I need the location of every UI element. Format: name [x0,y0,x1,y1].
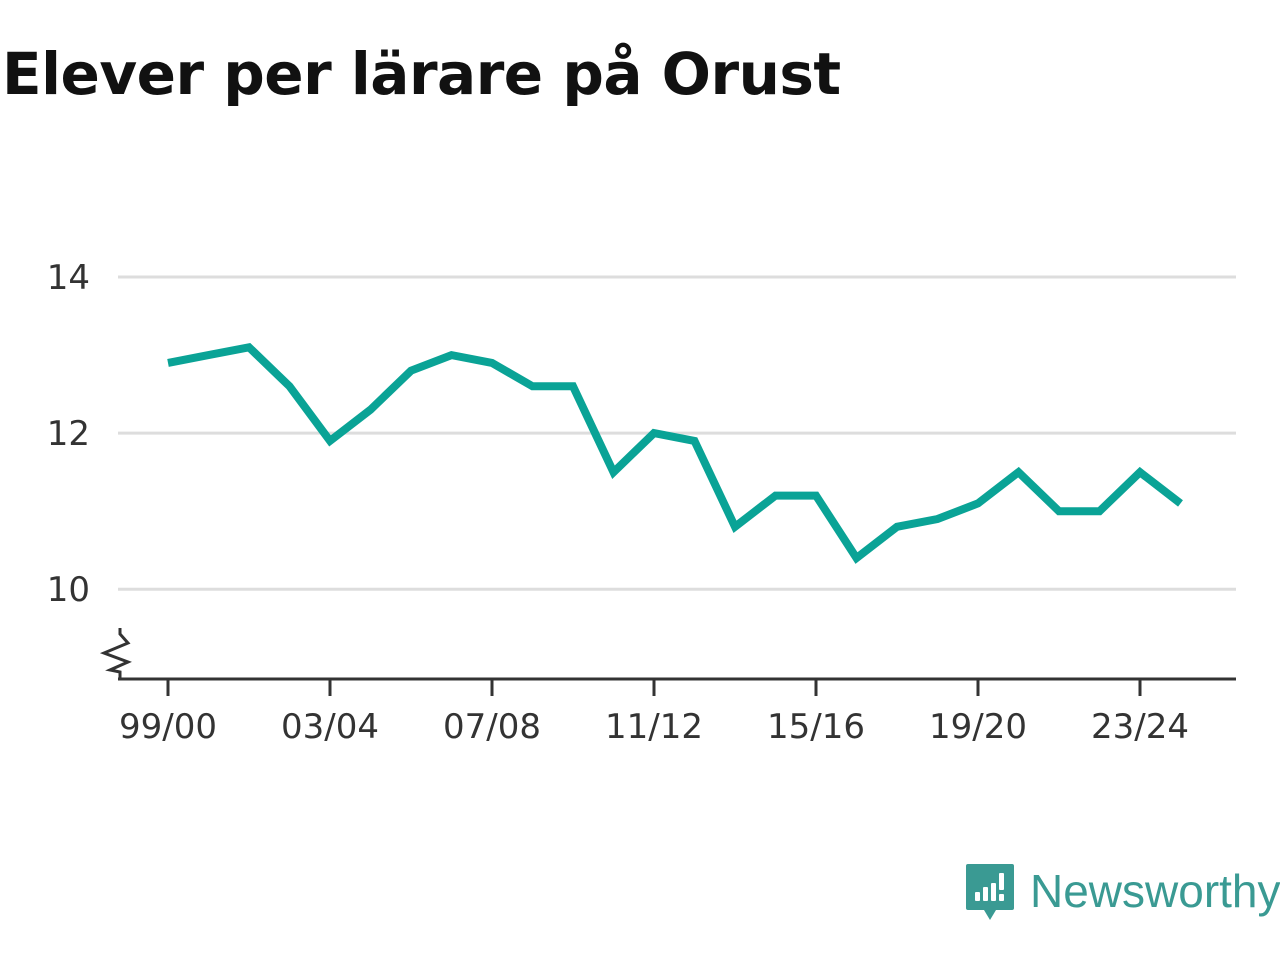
y-axis-break [99,628,132,679]
brand-name: Newsworthy [1030,865,1280,917]
brand-logo: Newsworthy [964,862,1280,932]
x-tick-label: 07/08 [443,707,541,747]
x-tick-label: 23/24 [1091,707,1189,747]
chart-title: Elever per lärare på Orust [2,40,841,108]
x-tick-label: 19/20 [929,707,1027,747]
x-tick-label: 99/00 [119,707,217,747]
y-tick-label: 12 [47,414,90,454]
x-tick-label: 15/16 [767,707,865,747]
series-line [167,342,1183,564]
y-tick-label: 14 [47,258,90,298]
newsworthy-logo-icon [966,864,1014,920]
x-tick-label: 03/04 [281,707,379,747]
x-tick-label: 11/12 [605,707,703,747]
y-tick-label: 10 [47,570,90,610]
